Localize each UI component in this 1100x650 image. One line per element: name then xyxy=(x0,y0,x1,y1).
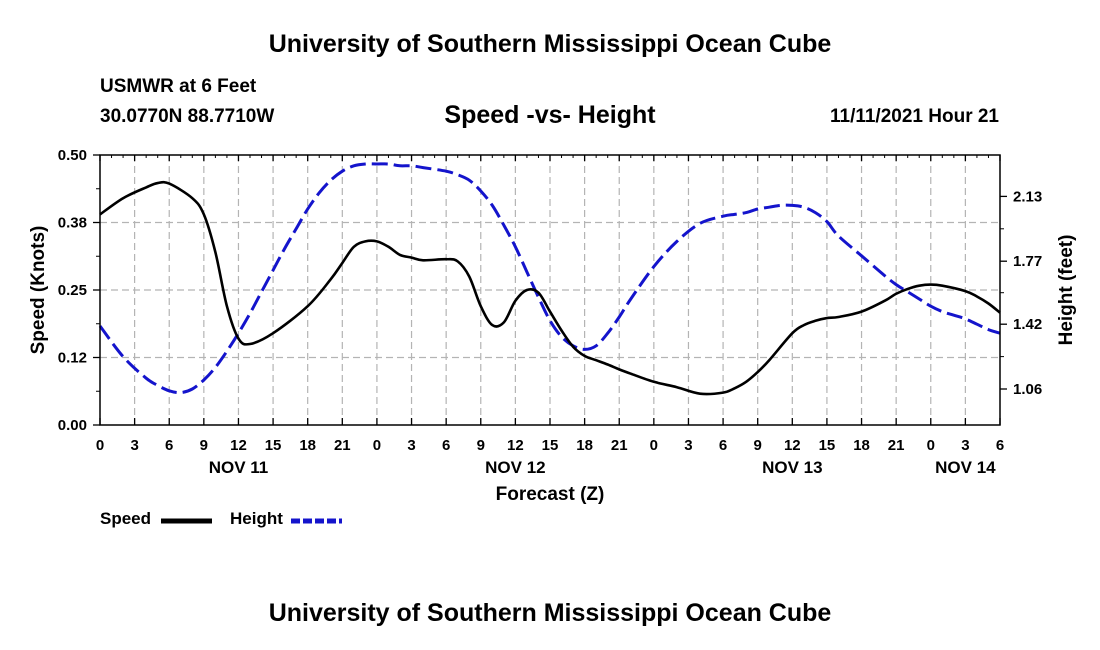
station-name: USMWR at 6 Feet xyxy=(100,76,257,97)
x-day-label: NOV 12 xyxy=(485,458,545,477)
x-tick-label: 9 xyxy=(200,437,208,454)
y2-tick-label: 1.42 xyxy=(1013,316,1042,333)
x-tick-label: 12 xyxy=(507,437,524,454)
y2-tick-label: 1.77 xyxy=(1013,253,1042,270)
x-tick-label: 18 xyxy=(853,437,870,454)
x-tick-label: 18 xyxy=(299,437,316,454)
x-tick-label: 15 xyxy=(542,437,559,454)
forecast-timestamp: 11/11/2021 Hour 21 xyxy=(829,106,999,127)
x-tick-label: 9 xyxy=(477,437,485,454)
x-tick-label: 0 xyxy=(96,437,104,454)
x-tick-label: 21 xyxy=(334,437,351,454)
x-tick-label: 3 xyxy=(130,437,138,454)
speed-series-line xyxy=(99,180,1001,396)
x-tick-label: 6 xyxy=(165,437,173,454)
y-axis-label: Speed (Knots) xyxy=(28,226,49,355)
y2-tick-label: 2.13 xyxy=(1013,188,1042,205)
legend-speed-label: Speed xyxy=(100,509,152,528)
x-day-label: NOV 11 xyxy=(209,458,269,477)
x-tick-label: 15 xyxy=(265,437,282,454)
x-tick-label: 18 xyxy=(576,437,593,454)
x-day-label: NOV 13 xyxy=(762,458,822,477)
y-tick-label: 0.25 xyxy=(58,282,87,299)
page-title: University of Southern Mississippi Ocean… xyxy=(268,30,832,58)
y-tick-label: 0.12 xyxy=(58,350,87,367)
x-tick-label: 21 xyxy=(611,437,628,454)
x-tick-label: 0 xyxy=(373,437,381,454)
station-coordinates: 30.0770N 88.7710W xyxy=(100,106,275,127)
x-tick-label: 3 xyxy=(684,437,692,454)
y2-tick-label: 1.06 xyxy=(1013,381,1042,398)
x-tick-label: 6 xyxy=(996,437,1004,454)
height-series-line xyxy=(98,162,1001,395)
page-title-repeat: University of Southern Mississippi Ocean… xyxy=(268,599,832,627)
chart-title: Speed -vs- Height xyxy=(444,101,656,129)
x-tick-label: 15 xyxy=(819,437,836,454)
y-tick-label: 0.50 xyxy=(58,147,87,164)
x-tick-label: 12 xyxy=(784,437,801,454)
legend-height-label: Height xyxy=(230,509,283,528)
y-tick-label: 0.00 xyxy=(58,417,87,434)
x-tick-label: 6 xyxy=(442,437,450,454)
x-day-label: NOV 14 xyxy=(935,458,996,477)
x-tick-label: 9 xyxy=(754,437,762,454)
y-tick-label: 0.38 xyxy=(58,215,87,232)
x-tick-label: 3 xyxy=(961,437,969,454)
x-tick-label: 21 xyxy=(888,437,905,454)
x-tick-label: 0 xyxy=(650,437,658,454)
y2-axis-label: Height (feet) xyxy=(1056,235,1077,346)
axes: 0 3 6 9 12 15 18 21 0 3 6 9 12 15 18 21 0 3 6 9 12 15 18 21 0 3 6 0… xyxy=(58,147,1042,477)
x-tick-label: 6 xyxy=(719,437,727,454)
x-tick-label: 3 xyxy=(407,437,415,454)
grid xyxy=(100,155,1000,425)
x-tick-label: 12 xyxy=(230,437,247,454)
x-axis-label: Forecast (Z) xyxy=(496,484,605,505)
x-tick-label: 0 xyxy=(927,437,935,454)
series-layer xyxy=(98,162,1001,396)
